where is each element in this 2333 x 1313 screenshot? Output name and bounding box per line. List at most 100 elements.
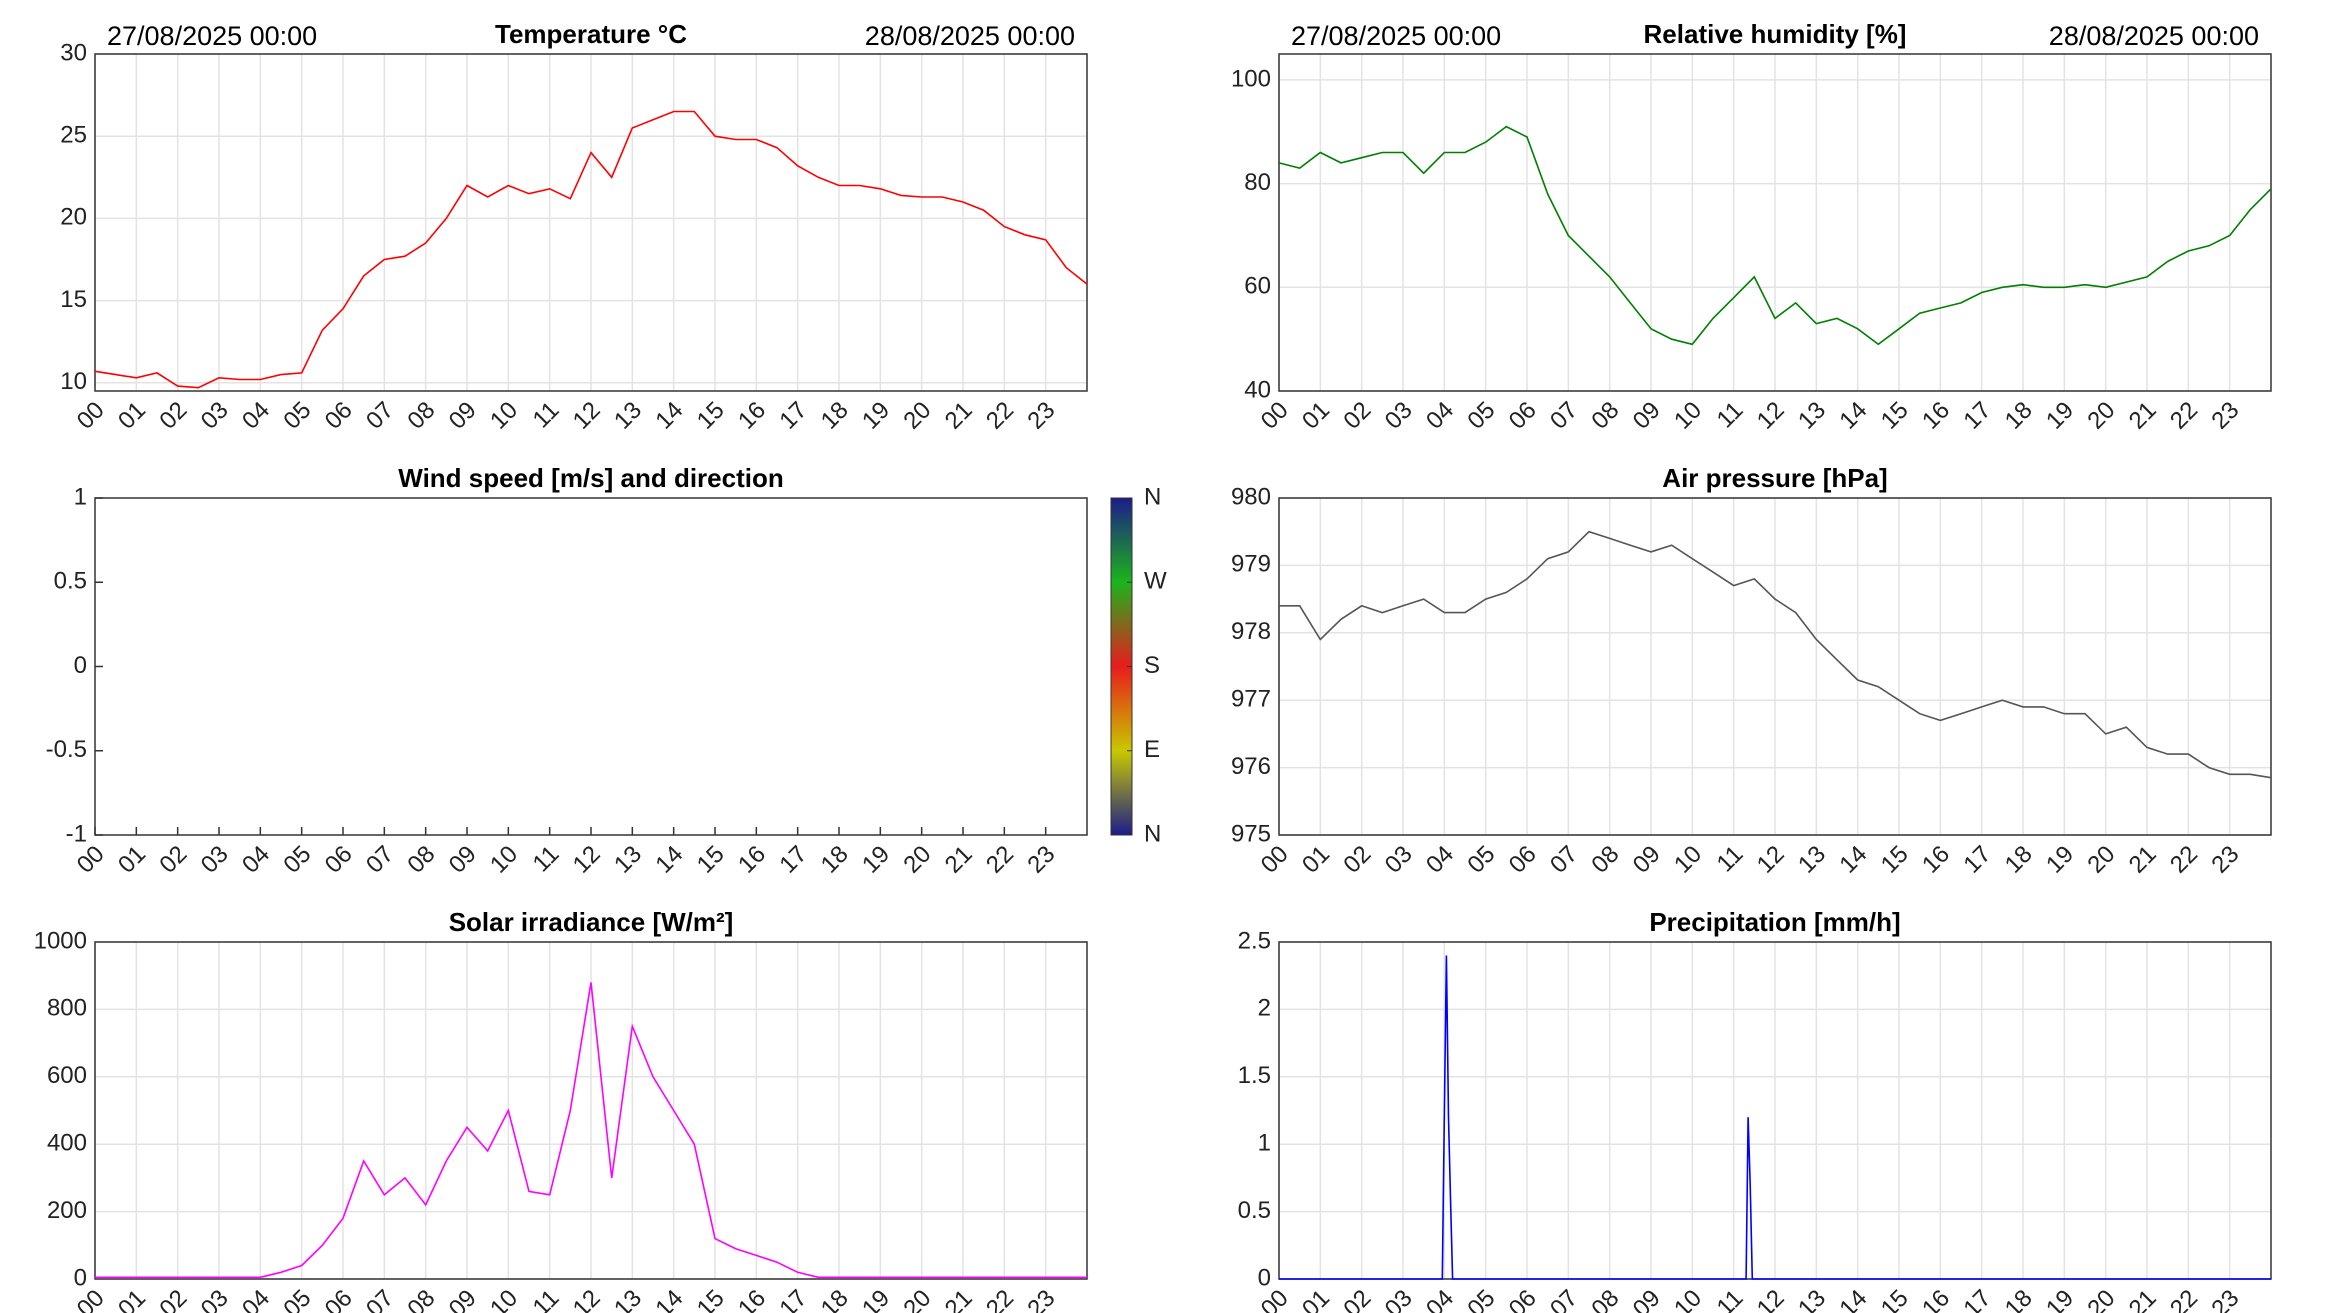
x-tick-label: 23 — [2206, 841, 2244, 879]
x-tick-label: 16 — [1917, 397, 1955, 435]
x-tick-label: 05 — [278, 397, 316, 435]
x-tick-label: 13 — [1793, 841, 1831, 879]
x-tick-label: 12 — [1752, 1285, 1790, 1313]
y-tick-label: 200 — [47, 1197, 87, 1224]
x-tick-label: 18 — [816, 397, 854, 435]
plot-area — [95, 498, 1087, 835]
x-tick-label: 22 — [981, 397, 1019, 435]
y-tick-label: 975 — [1231, 820, 1271, 847]
x-tick-label: 11 — [1712, 397, 1749, 434]
x-tick-label: 05 — [278, 841, 316, 879]
x-tick-label: 20 — [2082, 841, 2120, 879]
colorbar-label: W — [1144, 568, 1167, 595]
axes-box — [94, 497, 1088, 836]
x-tick-label: 09 — [444, 397, 482, 435]
colorbar-label: S — [1144, 652, 1160, 679]
date-annotation: 27/08/2025 00:00 — [107, 21, 317, 51]
series-line — [1279, 530, 2272, 779]
x-tick-label: 12 — [568, 1285, 606, 1313]
x-tick-label: 03 — [196, 841, 234, 879]
x-tick-label: 14 — [1834, 397, 1872, 435]
x-tick-label: 12 — [1752, 841, 1790, 879]
x-tick-label: 15 — [692, 841, 730, 879]
y-tick-label: 0 — [74, 1264, 87, 1291]
y-tick-label: 1 — [74, 483, 87, 510]
axes-box — [1278, 53, 2272, 392]
y-tick-label: 40 — [1244, 376, 1271, 403]
x-tick-label: 10 — [1669, 1285, 1707, 1313]
x-tick-label: 06 — [1504, 841, 1542, 879]
x-tick-label: 03 — [196, 1285, 234, 1313]
x-tick-label: 04 — [1421, 397, 1459, 435]
x-tick-label: 22 — [981, 1285, 1019, 1313]
x-tick-label: 01 — [113, 397, 151, 435]
x-tick-label: 15 — [692, 397, 730, 435]
y-tick-label: 800 — [47, 995, 87, 1022]
x-tick-label: 17 — [1958, 1285, 1996, 1313]
x-tick-label: 04 — [237, 397, 275, 435]
x-tick-label: 09 — [1628, 841, 1666, 879]
x-tick-label: 02 — [154, 1285, 192, 1313]
x-tick-label: 07 — [361, 397, 399, 435]
x-tick-label: 14 — [650, 397, 688, 435]
y-tick-label: 25 — [60, 122, 87, 149]
x-tick-label: 15 — [692, 1285, 730, 1313]
x-tick-label: 16 — [733, 1285, 771, 1313]
x-tick-label: 07 — [1545, 397, 1583, 435]
x-tick-label: 12 — [1752, 397, 1790, 435]
x-tick-label: 11 — [528, 397, 565, 434]
x-tick-label: 01 — [1297, 1285, 1335, 1313]
x-tick-label: 19 — [857, 841, 895, 879]
x-tick-label: 10 — [485, 1285, 523, 1313]
x-tick-label: 17 — [774, 1285, 812, 1313]
x-tick-label: 09 — [1628, 1285, 1666, 1313]
y-tick-label: 1.5 — [1238, 1062, 1271, 1089]
y-tick-label: 30 — [60, 39, 87, 66]
x-tick-label: 01 — [1297, 397, 1335, 435]
x-tick-label: 20 — [898, 841, 936, 879]
x-tick-label: 20 — [898, 397, 936, 435]
x-tick-label: 07 — [1545, 1285, 1583, 1313]
x-tick-label: 05 — [1462, 1285, 1500, 1313]
colorbar-label: N — [1144, 820, 1161, 847]
y-tick-label: 60 — [1244, 273, 1271, 300]
x-tick-label: 22 — [2165, 1285, 2203, 1313]
x-tick-label: 07 — [1545, 841, 1583, 879]
x-tick-label: 10 — [485, 841, 523, 879]
x-tick-label: 22 — [981, 841, 1019, 879]
series-line — [94, 110, 1088, 389]
x-tick-label: 02 — [1338, 1285, 1376, 1313]
x-tick-label: 21 — [2124, 841, 2162, 879]
x-tick-label: 01 — [1297, 841, 1335, 879]
x-tick-label: 09 — [1628, 397, 1666, 435]
axes-box — [94, 53, 1088, 392]
x-tick-label: 14 — [1834, 1285, 1872, 1313]
x-tick-label: 14 — [650, 841, 688, 879]
x-tick-label: 16 — [1917, 841, 1955, 879]
y-tick-label: 20 — [60, 204, 87, 231]
y-tick-label: 0.5 — [1238, 1197, 1271, 1224]
y-tick-label: 2.5 — [1238, 927, 1271, 954]
x-tick-label: 21 — [940, 1285, 978, 1313]
x-tick-label: 13 — [1793, 397, 1831, 435]
x-tick-label: 06 — [1504, 1285, 1542, 1313]
x-tick-label: 04 — [237, 841, 275, 879]
x-tick-label: 15 — [1876, 397, 1914, 435]
x-tick-label: 19 — [857, 397, 895, 435]
x-tick-label: 14 — [650, 1285, 688, 1313]
x-tick-label: 11 — [528, 841, 565, 878]
x-tick-label: 18 — [2000, 1285, 2038, 1313]
x-tick-label: 22 — [2165, 397, 2203, 435]
y-tick-label: 977 — [1231, 686, 1271, 713]
chart-title: Precipitation [mm/h] — [1649, 907, 1900, 937]
x-tick-label: 18 — [2000, 841, 2038, 879]
x-tick-label: 08 — [402, 841, 440, 879]
chart-title: Solar irradiance [W/m²] — [449, 907, 734, 937]
x-tick-label: 20 — [2082, 1285, 2120, 1313]
y-tick-label: 976 — [1231, 753, 1271, 780]
x-tick-label: 04 — [1421, 841, 1459, 879]
x-tick-label: 23 — [1022, 1285, 1060, 1313]
x-tick-label: 21 — [940, 397, 978, 435]
y-tick-label: 10 — [60, 368, 87, 395]
x-tick-label: 07 — [361, 1285, 399, 1313]
